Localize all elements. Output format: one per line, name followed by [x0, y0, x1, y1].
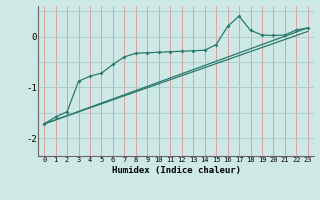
X-axis label: Humidex (Indice chaleur): Humidex (Indice chaleur)	[111, 166, 241, 175]
